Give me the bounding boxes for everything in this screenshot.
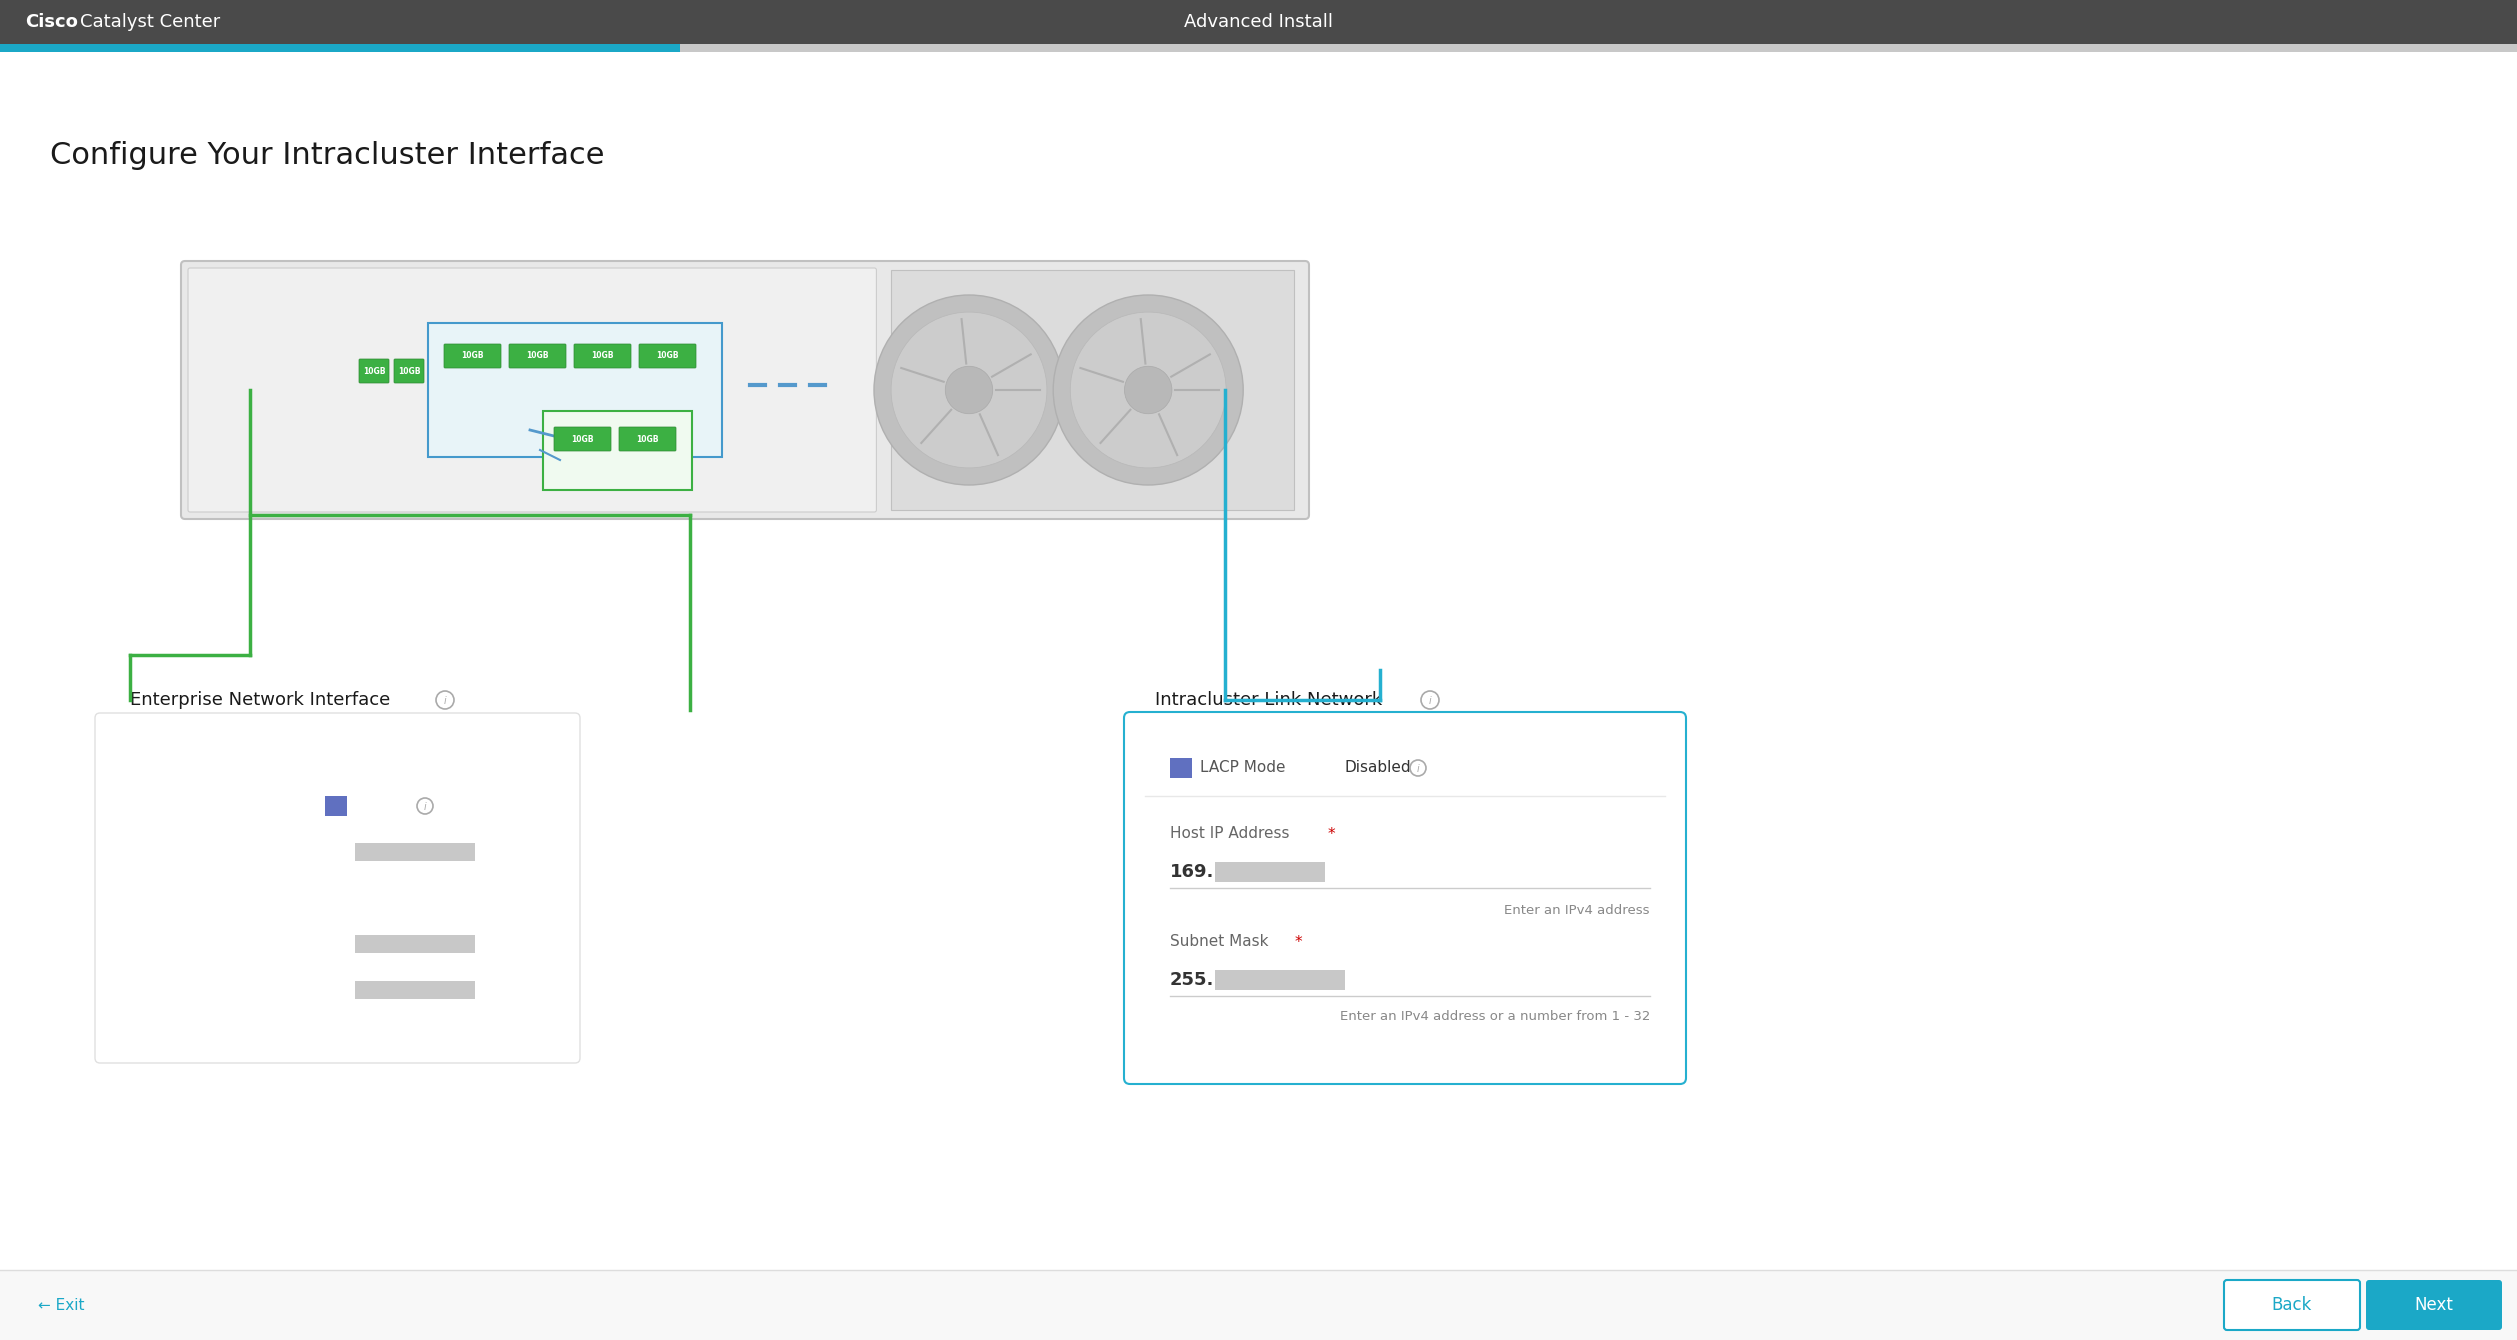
Text: Enter an IPv4 address: Enter an IPv4 address xyxy=(1505,903,1651,917)
Text: 22.: 22. xyxy=(325,937,350,951)
FancyBboxPatch shape xyxy=(355,843,476,862)
Text: 255.: 255. xyxy=(1170,972,1213,989)
Bar xyxy=(0,0,2517,44)
Circle shape xyxy=(1125,366,1173,414)
FancyBboxPatch shape xyxy=(96,713,579,1063)
FancyBboxPatch shape xyxy=(395,359,423,383)
Text: *: * xyxy=(1329,827,1337,842)
Text: Advanced Install: Advanced Install xyxy=(1183,13,1331,31)
Circle shape xyxy=(1070,312,1226,468)
Text: Configure Your Intracluster Interface: Configure Your Intracluster Interface xyxy=(50,141,604,169)
Text: LACP Mode: LACP Mode xyxy=(141,799,227,813)
Text: 10GB: 10GB xyxy=(591,351,614,360)
Text: Subnet Mask: Subnet Mask xyxy=(1170,934,1269,950)
Text: Next: Next xyxy=(2414,1296,2454,1315)
Text: i: i xyxy=(1430,695,1432,706)
FancyBboxPatch shape xyxy=(360,359,390,383)
Text: IP Address: IP Address xyxy=(141,844,219,859)
Text: ← Exit: ← Exit xyxy=(38,1297,86,1312)
Text: 10GB: 10GB xyxy=(398,367,420,375)
FancyBboxPatch shape xyxy=(2366,1280,2502,1331)
Circle shape xyxy=(946,366,992,414)
Circle shape xyxy=(1052,295,1243,485)
Text: 10GB: 10GB xyxy=(461,351,483,360)
Circle shape xyxy=(891,312,1047,468)
Text: Enter an IPv4 address or a number from 1 - 32: Enter an IPv4 address or a number from 1… xyxy=(1339,1009,1651,1022)
FancyBboxPatch shape xyxy=(891,269,1294,511)
FancyBboxPatch shape xyxy=(443,344,501,368)
FancyBboxPatch shape xyxy=(355,981,476,1000)
Text: 24: 24 xyxy=(325,891,345,906)
Bar xyxy=(0,44,2517,52)
Text: *: * xyxy=(1296,934,1304,950)
FancyBboxPatch shape xyxy=(639,344,697,368)
Text: Disabled: Disabled xyxy=(352,799,420,813)
FancyBboxPatch shape xyxy=(2225,1280,2361,1331)
FancyBboxPatch shape xyxy=(1216,970,1344,990)
Text: Disabled: Disabled xyxy=(1344,761,1412,776)
Text: 10GB: 10GB xyxy=(362,367,385,375)
FancyBboxPatch shape xyxy=(619,427,677,452)
Text: Static Routes: Static Routes xyxy=(141,1029,242,1044)
Text: Host IP Address: Host IP Address xyxy=(1170,827,1289,842)
Text: enterprise: enterprise xyxy=(325,753,403,768)
Text: 10GB: 10GB xyxy=(637,434,659,444)
FancyBboxPatch shape xyxy=(325,796,347,816)
Text: Subnet Mask: Subnet Mask xyxy=(141,891,239,906)
FancyBboxPatch shape xyxy=(1216,862,1324,882)
Circle shape xyxy=(873,295,1065,485)
Text: i: i xyxy=(423,803,425,812)
Text: DNS Servers: DNS Servers xyxy=(141,982,237,997)
FancyBboxPatch shape xyxy=(508,344,566,368)
FancyBboxPatch shape xyxy=(189,268,876,512)
Text: LACP Mode: LACP Mode xyxy=(1201,761,1286,776)
FancyBboxPatch shape xyxy=(574,344,632,368)
Bar xyxy=(0,1270,2517,1340)
Text: Enterprise Network Interface: Enterprise Network Interface xyxy=(131,691,390,709)
FancyBboxPatch shape xyxy=(428,323,722,457)
Text: i: i xyxy=(443,695,446,706)
Text: Default Gateway: Default Gateway xyxy=(141,937,269,951)
Text: Cisco: Cisco xyxy=(25,13,78,31)
Text: 123.: 123. xyxy=(325,982,360,997)
Text: 10GB: 10GB xyxy=(571,434,594,444)
Text: Intracluster Link Network: Intracluster Link Network xyxy=(1155,691,1382,709)
FancyBboxPatch shape xyxy=(1125,712,1686,1084)
Bar xyxy=(0,44,680,52)
Text: 169.: 169. xyxy=(1170,863,1213,880)
FancyBboxPatch shape xyxy=(181,261,1309,519)
Text: 10GB: 10GB xyxy=(526,351,549,360)
Text: 2: 2 xyxy=(325,1029,335,1044)
Text: i: i xyxy=(1417,764,1420,775)
Text: 22.: 22. xyxy=(325,844,350,859)
FancyBboxPatch shape xyxy=(544,411,692,490)
Text: 10GB: 10GB xyxy=(657,351,677,360)
FancyBboxPatch shape xyxy=(355,935,476,953)
Text: Catalyst Center: Catalyst Center xyxy=(81,13,221,31)
Text: Back: Back xyxy=(2273,1296,2313,1315)
FancyBboxPatch shape xyxy=(554,427,612,452)
FancyBboxPatch shape xyxy=(1170,758,1193,779)
Text: Interface Name: Interface Name xyxy=(141,753,259,768)
